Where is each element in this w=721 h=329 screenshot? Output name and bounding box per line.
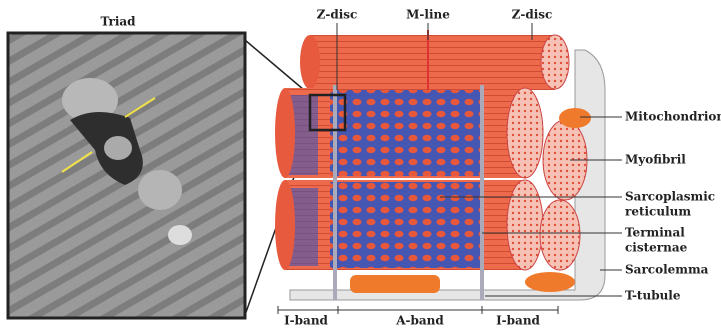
side-label: Sarcolemma — [625, 263, 709, 277]
side-label: Mitochondrion — [625, 110, 721, 124]
side-labels: Mitochondrion Myofibril Sarcoplasmic ret… — [440, 110, 721, 303]
inset-title: Triad — [100, 15, 136, 29]
band-label: I-band — [496, 314, 540, 328]
top-label: M-line — [406, 8, 450, 22]
side-label: Myofibril — [625, 153, 686, 167]
muscle-fiber — [275, 30, 606, 301]
triad-box — [308, 93, 347, 132]
top-label: Z-disc — [512, 8, 553, 22]
side-label: Sarcoplasmic — [625, 190, 715, 204]
bands: I-band A-band I-band — [277, 306, 559, 328]
side-label: T-tubule — [625, 289, 681, 303]
inset: Triad — [6, 15, 311, 320]
band-label: A-band — [395, 314, 444, 328]
side-label: cisternae — [625, 241, 688, 255]
side-label: Terminal — [625, 226, 685, 240]
band-label: I-band — [284, 314, 328, 328]
top-label: Z-disc — [317, 8, 358, 22]
side-label: reticulum — [625, 205, 691, 219]
